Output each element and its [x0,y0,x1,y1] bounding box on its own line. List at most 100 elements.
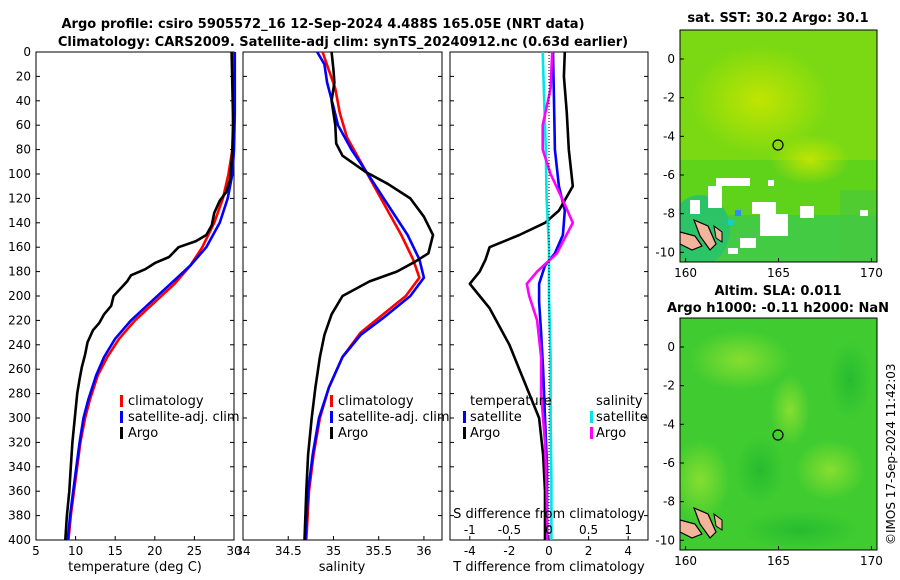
depth-tick-label: 0 [23,45,31,59]
depth-tick-label: 40 [16,94,31,108]
difference-profile-lines [468,51,575,541]
top-x-tick-label: -1 [464,523,476,537]
depth-tick-label: 240 [8,338,31,352]
legend-swatch-climatology [120,395,123,407]
map-x-tick-label: 170 [860,266,883,280]
x-tick-label: 25 [187,544,202,558]
depth-tick-label: 260 [8,362,31,376]
imos-credit: ©IMOS 17-Sep-2024 11:42:03 [884,363,898,545]
temperature-plot-frame [35,51,235,541]
series-line-t-argo [468,51,575,540]
map-x-tick-label: 170 [860,554,883,568]
map-y-tick-label: -10 [655,533,675,547]
legend-label-t-satellite: satellite [470,410,522,425]
s-difference-x-ticks: -1 -0.5 0 0.5 1 [464,523,632,537]
legend-swatch-t-satellite [463,411,466,423]
series-line-s-argo [525,51,575,541]
legend-heading-salinity: salinity [596,394,643,409]
map-x-tick-label: 160 [674,266,697,280]
legend-swatch-argo [330,427,333,439]
legend-label-t-argo: Argo [470,426,500,441]
sst-map-x-ticks: 160 165 170 [674,258,883,280]
depth-tick-label: 140 [8,216,31,230]
sla-map-y-ticks: 0 -2 -4 -6 -8 -10 [655,340,684,547]
legend-label-climatology: climatology [128,394,204,409]
salinity-x-ticks: 34 34.5 35 35.5 36 [235,536,432,558]
map-x-tick-label: 165 [767,554,790,568]
map-y-tick-label: -10 [655,245,675,259]
sla-map-x-ticks: 160 165 170 [674,546,883,568]
depth-tick-label: 160 [8,240,31,254]
map-y-tick-label: -4 [663,417,675,431]
depth-tick-label: 380 [8,509,31,523]
map-y-tick-label: -6 [663,168,675,182]
x-tick-label: 15 [108,544,123,558]
x-tick-label: 20 [147,544,162,558]
map-y-tick-label: -8 [663,207,675,221]
depth-tick-label: 320 [8,435,31,449]
top-x-tick-label: 1 [624,523,632,537]
legend-label-s-argo: Argo [596,426,626,441]
temperature-legend: climatology satellite-adj. clim Argo [120,394,240,441]
depth-tick-label: 120 [8,191,31,205]
sst-map-title: sat. SST: 30.2 Argo: 30.1 [687,11,868,26]
legend-swatch-s-argo [590,427,593,439]
map-y-tick-label: -8 [663,495,675,509]
map-x-tick-label: 160 [674,554,697,568]
temperature-xlabel: temperature (deg C) [68,560,202,575]
legend-swatch-satellite [120,411,123,423]
temperature-x-ticks: 5 10 15 20 25 30 [32,536,242,558]
sla-map [680,318,877,550]
t-difference-x-ticks: -4 -2 0 2 4 [464,536,632,558]
top-x-tick-label: 0.5 [579,523,598,537]
salinity-xlabel: salinity [319,560,366,575]
depth-tick-label: 360 [8,484,31,498]
x-tick-label: -2 [503,544,515,558]
depth-tick-label: 400 [8,533,31,547]
x-tick-label: 2 [585,544,593,558]
argo-location-marker [772,139,784,151]
series-line-climatology [305,51,421,541]
map-y-tick-label: -2 [663,379,675,393]
title-line-2: Climatology: CARS2009. Satellite-adj cli… [58,35,628,50]
depth-tick-label: 60 [16,118,31,132]
legend-label-argo: Argo [128,426,158,441]
legend-heading-temperature: temperature [470,394,552,409]
legend-label-s-satellite: satellite [596,410,648,425]
legend-label-satellite: satellite-adj. clim [128,410,240,425]
series-line-climatology [67,52,235,541]
sla-map-title-2: Argo h1000: -0.11 h2000: NaN [667,301,889,316]
depth-tick-label: 180 [8,265,31,279]
sst-map-y-ticks: 0 -2 -4 -6 -8 -10 [655,52,684,259]
depth-axis: 0 20 40 60 80 100 120 140 160 180 200 220 240 260 280 3… [8,45,648,547]
map-x-tick-label: 165 [767,266,790,280]
map-y-tick-label: -4 [663,129,675,143]
x-tick-label: 35 [326,544,341,558]
depth-tick-label: 220 [8,313,31,327]
map-y-tick-label: -6 [663,456,675,470]
depth-tick-label: 80 [16,143,31,157]
depth-tick-label: 340 [8,460,31,474]
x-tick-label: 5 [32,544,40,558]
x-tick-label: 34 [235,544,250,558]
x-tick-label: 35.5 [365,544,392,558]
top-x-tick-label: 0 [545,523,553,537]
argo-location-marker [772,429,784,441]
top-x-tick-label: -0.5 [498,523,521,537]
sst-map [680,30,877,262]
salinity-profile-lines [303,51,435,541]
depth-tick-label: 300 [8,411,31,425]
salinity-legend: climatology satellite-adj. clim Argo [330,394,450,441]
title-line-1: Argo profile: csiro 5905572_16 12-Sep-20… [61,17,584,32]
legend-label-argo: Argo [338,426,368,441]
map-y-tick-label: 0 [667,340,675,354]
x-tick-label: 4 [624,544,632,558]
sla-map-title-1: Altim. SLA: 0.011 [715,284,842,299]
legend-swatch-s-satellite [590,411,593,423]
x-tick-label: -4 [464,544,476,558]
temperature-profile-lines [64,51,237,541]
t-difference-xlabel: T difference from climatology [452,560,645,575]
depth-tick-label: 100 [8,167,31,181]
series-line-argo [303,51,435,541]
